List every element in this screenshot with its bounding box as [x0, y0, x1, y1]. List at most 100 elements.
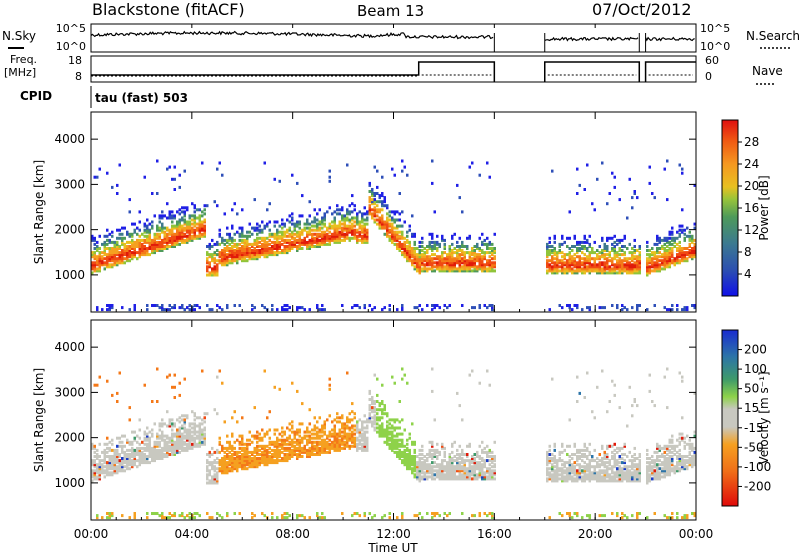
nave-tick-top: 60: [705, 54, 719, 67]
power-cell: [606, 271, 609, 275]
power-cell: [438, 261, 441, 265]
power-cell: [483, 242, 486, 246]
velocity-cell: [263, 432, 266, 436]
velocity-cell: [236, 457, 239, 460]
power-cell: [96, 247, 99, 250]
power-cell: [146, 234, 149, 238]
velocity-cell: [481, 475, 484, 479]
velocity-cell: [298, 434, 301, 438]
power-cell: [256, 222, 259, 226]
power-cell: [431, 308, 434, 312]
power-cell: [376, 200, 379, 204]
velocity-cell: [353, 442, 356, 446]
velocity-cell: [238, 457, 241, 460]
power-cell: [578, 269, 581, 273]
power-cell: [683, 236, 686, 240]
velocity-cell: [433, 455, 436, 458]
power-cell: [163, 232, 166, 236]
power-cell: [243, 240, 246, 244]
velocity-cell: [221, 448, 224, 452]
power-cell: [561, 265, 564, 269]
power-cell: [653, 263, 656, 267]
power-cell: [418, 249, 421, 252]
velocity-cell: [128, 467, 131, 471]
power-cell: [263, 226, 266, 230]
power-cell: [223, 261, 226, 265]
velocity-cell: [93, 383, 96, 387]
velocity-cell: [428, 455, 431, 458]
power-cell: [131, 257, 134, 261]
power-cell: [441, 261, 444, 265]
velocity-cell: [308, 446, 311, 450]
power-cell: [593, 240, 596, 244]
velocity-cell: [273, 453, 276, 456]
power-cell: [353, 220, 356, 224]
velocity-cell: [126, 438, 129, 442]
power-cell: [601, 251, 604, 255]
velocity-cell: [243, 455, 246, 458]
power-cell: [633, 269, 636, 273]
velocity-cell: [403, 453, 406, 456]
velocity-cell: [461, 473, 464, 477]
power-cell: [608, 192, 611, 195]
power-cell: [418, 267, 421, 271]
velocity-cell: [578, 471, 581, 475]
power-cell: [421, 261, 424, 265]
velocity-cell: [481, 440, 484, 444]
power-cell: [198, 222, 201, 226]
velocity-cell: [153, 448, 156, 452]
power-cell: [261, 236, 264, 240]
velocity-cell: [326, 446, 329, 450]
power-cell: [158, 247, 161, 250]
power-cell: [176, 238, 179, 242]
velocity-cell: [341, 426, 344, 430]
power-cell: [433, 269, 436, 273]
power-cell: [623, 251, 626, 255]
power-cell: [263, 251, 266, 255]
velocity-cell: [321, 516, 324, 520]
velocity-cell: [206, 465, 209, 469]
velocity-cell: [478, 457, 481, 460]
velocity-cell: [96, 471, 99, 475]
power-cell: [306, 242, 309, 246]
power-cell: [563, 255, 566, 259]
velocity-cell: [373, 428, 376, 432]
power-cell: [391, 222, 394, 226]
velocity-cell: [411, 440, 414, 444]
velocity-cell: [423, 463, 426, 467]
freq-tick-top: 18: [68, 54, 82, 67]
velocity-cell: [296, 448, 299, 452]
power-cell: [256, 226, 259, 230]
velocity-cell: [573, 479, 576, 483]
power-cell: [121, 261, 124, 265]
velocity-cell: [201, 418, 204, 422]
velocity-cell: [113, 471, 116, 475]
power-cell: [236, 259, 239, 263]
power-cell: [431, 159, 434, 163]
power-cell: [161, 242, 164, 246]
power-cell: [631, 247, 634, 250]
power-cell: [656, 236, 659, 240]
velocity-cell: [91, 473, 94, 477]
velocity-cell: [493, 469, 496, 473]
power-cell: [308, 200, 311, 204]
velocity-cell: [176, 436, 179, 440]
power-cell: [416, 255, 419, 259]
power-cell: [338, 224, 341, 228]
power-cell: [286, 249, 289, 252]
velocity-cell: [203, 434, 206, 438]
power-cell: [583, 240, 586, 244]
power-cell: [563, 263, 566, 267]
power-cell: [658, 259, 661, 263]
power-cell: [658, 236, 661, 240]
velocity-cell: [116, 467, 119, 471]
velocity-cell: [93, 469, 96, 473]
velocity-cell: [93, 461, 96, 465]
power-cell: [546, 269, 549, 273]
velocity-cell: [261, 461, 264, 465]
power-cell: [223, 263, 226, 267]
velocity-cell: [206, 512, 209, 515]
power-cell: [408, 257, 411, 261]
power-cell: [461, 245, 464, 248]
velocity-cell: [106, 436, 109, 440]
